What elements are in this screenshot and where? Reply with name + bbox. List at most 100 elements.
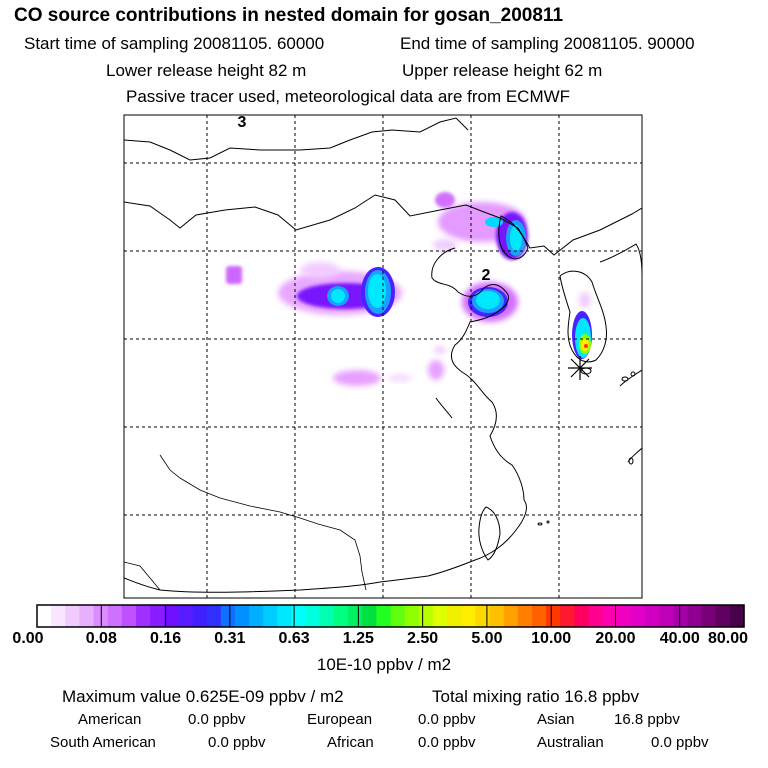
region-african-name: African bbox=[327, 734, 374, 751]
colorbar-swatch bbox=[362, 605, 377, 627]
grid bbox=[124, 115, 642, 598]
plume-core bbox=[368, 274, 386, 308]
colorbar-swatch bbox=[234, 605, 250, 627]
colorbar-swatch bbox=[79, 605, 95, 627]
plume-core bbox=[485, 217, 503, 227]
colorbar-swatch bbox=[715, 605, 731, 627]
colorbar-swatch bbox=[418, 605, 434, 627]
colorbar-swatch bbox=[319, 605, 335, 627]
colorbar-swatch bbox=[107, 605, 123, 627]
colorbar-swatch bbox=[178, 605, 194, 627]
colorbar-tick-label: 1.25 bbox=[342, 630, 374, 647]
region-european-value: 0.0 ppbv bbox=[418, 711, 476, 728]
colorbar-unit: 10E-10 ppbv / m2 bbox=[316, 655, 452, 674]
colorbar-swatch bbox=[135, 605, 151, 627]
region-asian-value: 16.8 ppbv bbox=[614, 711, 680, 728]
colorbar-swatch bbox=[192, 605, 208, 627]
colorbar-swatch bbox=[121, 605, 137, 627]
plume-halo bbox=[388, 374, 412, 382]
tracer-note: Passive tracer used, meteorological data… bbox=[126, 87, 571, 106]
end-time-label: End time of sampling 20081105. 90000 bbox=[400, 34, 695, 53]
colorbar-frame bbox=[36, 604, 745, 628]
region-label-2: 2 bbox=[482, 267, 491, 284]
colorbar-tick-label: 2.50 bbox=[407, 630, 439, 647]
colorbar-swatch bbox=[517, 605, 533, 627]
colorbar-tick-label: 10.00 bbox=[531, 630, 572, 647]
colorbar-tick-label: 5.00 bbox=[471, 630, 503, 647]
plume-spot bbox=[226, 266, 242, 284]
colorbar-swatch bbox=[630, 605, 646, 627]
colorbar-swatch bbox=[220, 605, 236, 627]
islands bbox=[537, 367, 636, 526]
coastline bbox=[124, 117, 642, 593]
colorbar-swatch bbox=[263, 605, 278, 627]
plume-core bbox=[476, 291, 500, 309]
colorbar-swatch bbox=[348, 605, 363, 627]
region-european-name: European bbox=[307, 711, 373, 728]
colorbar-swatch bbox=[503, 605, 519, 627]
colorbar-swatch bbox=[291, 605, 307, 627]
western-plume bbox=[226, 262, 446, 386]
colorbar-swatch bbox=[376, 605, 392, 627]
plume-halo bbox=[333, 370, 381, 386]
lower-release-label: Lower release height 82 m bbox=[106, 61, 307, 80]
region-south-american-name: South American bbox=[50, 734, 156, 751]
colorbar-swatch bbox=[404, 605, 420, 627]
korea-plume bbox=[572, 292, 592, 359]
colorbar-swatch bbox=[560, 605, 575, 627]
receptor-marker bbox=[568, 356, 592, 380]
region-australian-value: 0.0 ppbv bbox=[651, 734, 709, 751]
colorbar-swatch bbox=[673, 605, 689, 627]
colorbar-swatch bbox=[574, 605, 590, 627]
colorbar-swatch bbox=[51, 605, 66, 627]
colorbar-swatch bbox=[701, 605, 717, 627]
map-frame bbox=[123, 114, 643, 599]
colorbar-swatch bbox=[489, 605, 505, 627]
colorbar-swatch bbox=[475, 605, 491, 627]
border bbox=[124, 454, 367, 591]
region-african-value: 0.0 ppbv bbox=[418, 734, 476, 751]
colorbar-swatch bbox=[65, 605, 81, 627]
region-american-name: American bbox=[78, 711, 142, 728]
region-label-3: 3 bbox=[238, 114, 247, 131]
colorbar-swatch bbox=[206, 605, 222, 627]
colorbar-tick-label: 0.63 bbox=[278, 630, 310, 647]
colorbar-tick-label: 80.00 bbox=[707, 630, 749, 647]
upper-release-label: Upper release height 62 m bbox=[402, 61, 603, 80]
colorbar-tick-label: 40.00 bbox=[659, 630, 700, 647]
colorbar-swatch bbox=[150, 605, 165, 627]
plume-halo bbox=[435, 192, 455, 208]
colorbar bbox=[36, 604, 745, 628]
colorbar-tick-label: 0.00 bbox=[12, 630, 44, 647]
colorbar-swatch bbox=[602, 605, 618, 627]
colorbar-swatch bbox=[588, 605, 604, 627]
colorbar-swatch bbox=[645, 605, 660, 627]
colorbar-swatch bbox=[461, 605, 476, 627]
bohai-plume bbox=[433, 192, 528, 260]
colorbar-swatch bbox=[729, 605, 745, 627]
shandong-plume bbox=[462, 282, 518, 322]
region-australian-name: Australian bbox=[537, 734, 604, 751]
start-time-label: Start time of sampling 20081105. 60000 bbox=[24, 34, 325, 53]
colorbar-tick-label: 0.08 bbox=[85, 630, 117, 647]
plume-halo bbox=[300, 262, 340, 278]
colorbar-swatch bbox=[333, 605, 349, 627]
region-asian-name: Asian bbox=[537, 711, 575, 728]
colorbar-swatch bbox=[659, 605, 674, 627]
region-south-american-value: 0.0 ppbv bbox=[208, 734, 266, 751]
plume-core bbox=[510, 225, 522, 251]
plume-halo bbox=[579, 292, 591, 308]
colorbar-tick-label: 0.31 bbox=[214, 630, 246, 647]
plume-core bbox=[331, 289, 345, 303]
plume-halo bbox=[433, 239, 457, 251]
plume-halo bbox=[434, 346, 446, 354]
total-mixing-label: Total mixing ratio 16.8 ppbv bbox=[432, 687, 639, 706]
plume-peak bbox=[584, 344, 588, 348]
colorbar-swatch bbox=[37, 605, 52, 627]
colorbar-tick-label: 20.00 bbox=[595, 630, 636, 647]
plume-halo bbox=[428, 360, 444, 380]
colorbar-swatch bbox=[277, 605, 293, 627]
colorbar-swatch bbox=[687, 605, 703, 627]
chart-title: CO source contributions in nested domain… bbox=[14, 5, 564, 26]
